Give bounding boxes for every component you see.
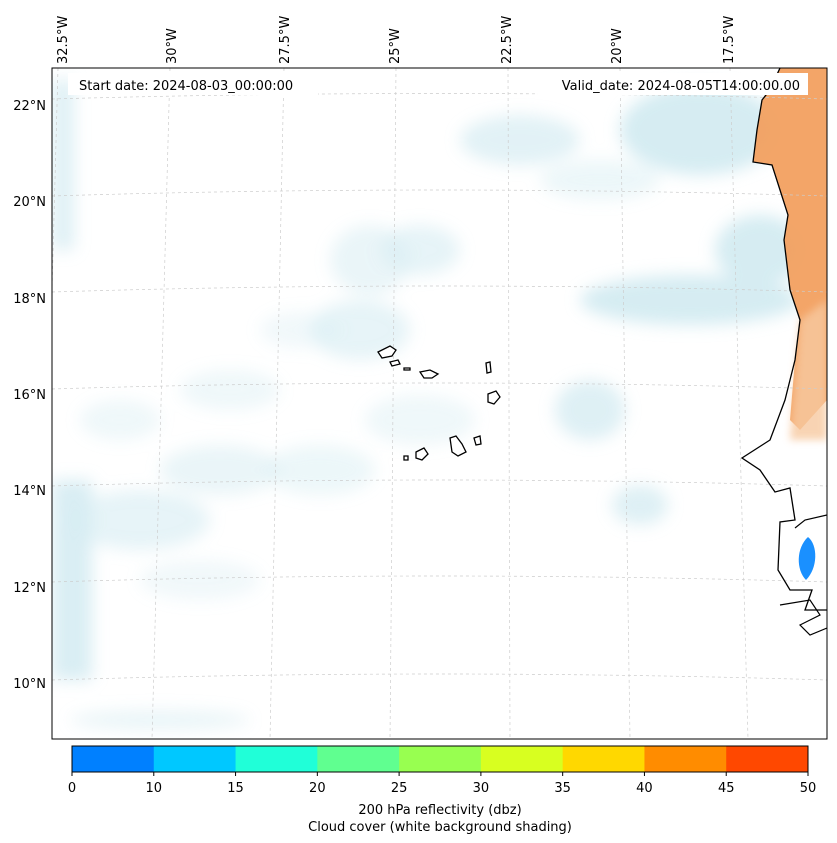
colorbar-segment (644, 746, 727, 772)
valid-date-box (538, 73, 808, 95)
lon-label: 32.5°W (56, 16, 71, 64)
colorbar-segment (480, 746, 564, 772)
reflectivity-cell (798, 537, 816, 580)
lon-label: 22.5°W (500, 16, 515, 64)
colorbar-label-line2: Cloud cover (white background shading) (308, 820, 572, 835)
lon-label: 20°W (610, 28, 625, 64)
lon-label: 30°W (165, 28, 180, 64)
colorbar-tick-label: 40 (636, 781, 653, 796)
lat-label: 14°N (13, 484, 46, 499)
lat-label: 22°N (13, 99, 46, 114)
colorbar-segment (562, 746, 645, 772)
cape-verde-islands (377, 345, 501, 461)
latitude-labels: 22°N 20°N 18°N 16°N 14°N 12°N 10°N (13, 99, 46, 692)
colorbar-frame (71, 745, 809, 773)
colorbar-segment (153, 746, 237, 772)
map-frame (51, 67, 828, 740)
colorbar-segment (726, 746, 809, 772)
cloud-cover-shading (52, 80, 805, 730)
colorbar-tick-label: 25 (391, 781, 408, 796)
colorbar-ticks: 0 10 15 20 25 30 35 40 45 50 (68, 772, 816, 796)
lat-label: 18°N (13, 292, 46, 307)
colorbar-tick-label: 45 (718, 781, 735, 796)
colorbar-tick-label: 0 (68, 781, 76, 796)
land-shading-fade (790, 300, 827, 440)
colorbar-tick-label: 20 (309, 781, 326, 796)
colorbar-segment (399, 746, 482, 772)
lat-label: 16°N (13, 388, 46, 403)
colorbar-segment (235, 746, 318, 772)
map-panel (52, 68, 827, 739)
gridlines (52, 68, 827, 739)
colorbar-label-line1: 200 hPa reflectivity (dbz) (358, 803, 521, 818)
colorbar-tick-label: 15 (227, 781, 244, 796)
valid-date-text: Valid_date: 2024-08-05T14:00:00.00 (562, 79, 800, 94)
colorbar-tick-label: 30 (473, 781, 490, 796)
colorbar-tick-label: 10 (146, 781, 163, 796)
colorbar-segment (317, 746, 400, 772)
start-date-text: Start date: 2024-08-03_00:00:00 (79, 79, 293, 94)
lon-label: 27.5°W (278, 16, 293, 64)
lat-label: 10°N (13, 677, 46, 692)
coastline-africa-south (779, 514, 827, 636)
lat-label: 12°N (13, 581, 46, 596)
longitude-labels: 32.5°W 30°W 27.5°W 25°W 22.5°W 20°W 17.5… (56, 16, 737, 64)
lon-label: 17.5°W (722, 16, 737, 64)
colorbar-segment (72, 746, 155, 772)
coastline-africa (740, 68, 827, 611)
colorbar-tick-label: 35 (554, 781, 571, 796)
lon-label: 25°W (388, 28, 403, 64)
colorbar-tick-label: 50 (800, 781, 817, 796)
colorbar-segments (72, 746, 809, 772)
lat-label: 20°N (13, 195, 46, 210)
colorbar: 0 10 15 20 25 30 35 40 45 50 200 hPa reflectivity… (68, 745, 816, 835)
start-date-box (68, 73, 318, 95)
